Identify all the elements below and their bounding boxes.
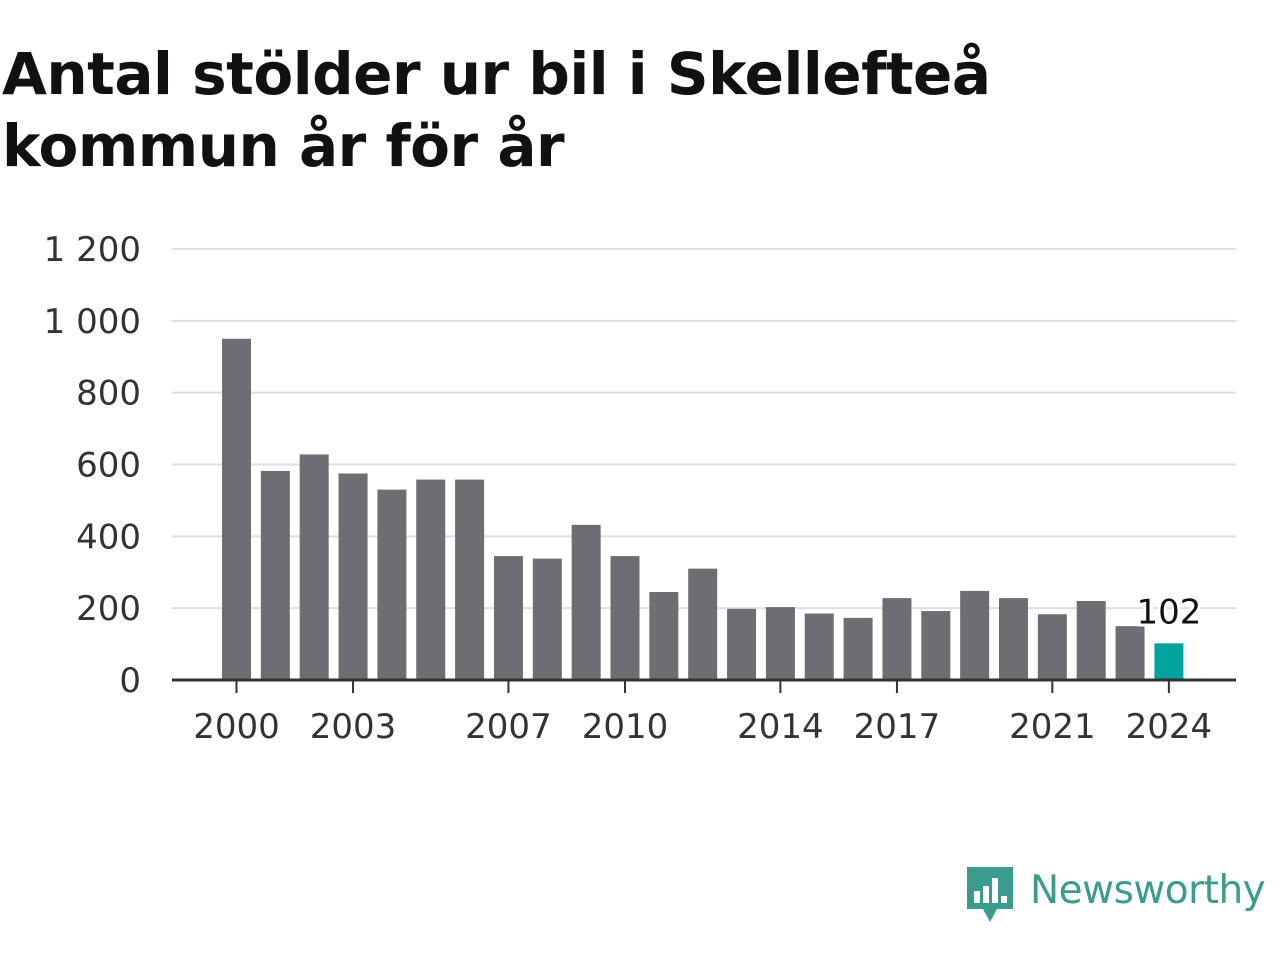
bar	[843, 617, 873, 680]
bar	[416, 479, 446, 680]
bar	[999, 598, 1028, 680]
x-tick-label: 2014	[737, 707, 824, 747]
y-tick-label: 800	[76, 374, 141, 414]
chart-title: Antal stölder ur bil i Skellefteå kommun…	[2, 40, 991, 180]
bar	[1154, 643, 1184, 680]
bar	[299, 454, 329, 680]
bar	[338, 473, 368, 680]
bar	[804, 613, 834, 680]
x-tick-label: 2010	[582, 707, 669, 747]
x-tick-label: 2000	[193, 707, 280, 747]
y-tick-label: 200	[76, 589, 141, 629]
bar	[765, 607, 795, 680]
bar	[1037, 614, 1067, 680]
y-tick-label: 0	[119, 661, 141, 701]
bar	[1115, 626, 1145, 680]
y-tick-label: 1 000	[44, 302, 141, 342]
x-tick-label: 2024	[1126, 707, 1213, 747]
bar	[960, 590, 990, 680]
y-tick-label: 1 200	[44, 230, 141, 270]
data-label: 102	[1136, 592, 1201, 632]
x-tick-label: 2017	[854, 707, 941, 747]
x-tick-label: 2021	[1009, 707, 1096, 747]
y-tick-label: 600	[76, 446, 141, 486]
bar	[649, 592, 679, 680]
newsworthy-logo-icon	[967, 867, 1013, 922]
bar	[1076, 600, 1106, 680]
bar	[377, 489, 407, 680]
bar	[493, 556, 523, 680]
bar	[727, 608, 757, 680]
bar	[222, 338, 251, 680]
bar	[260, 470, 290, 680]
bar	[882, 598, 912, 680]
bar	[455, 479, 485, 680]
x-tick-label: 2003	[310, 707, 397, 747]
x-tick-label: 2007	[465, 707, 552, 747]
brand[interactable]: Newsworthy	[964, 864, 1266, 926]
brand-name: Newsworthy	[1030, 867, 1266, 913]
bar	[571, 524, 601, 680]
y-tick-label: 400	[76, 517, 141, 557]
bar	[688, 568, 718, 680]
bar	[921, 611, 951, 680]
bar	[610, 556, 640, 680]
bar	[532, 558, 562, 680]
